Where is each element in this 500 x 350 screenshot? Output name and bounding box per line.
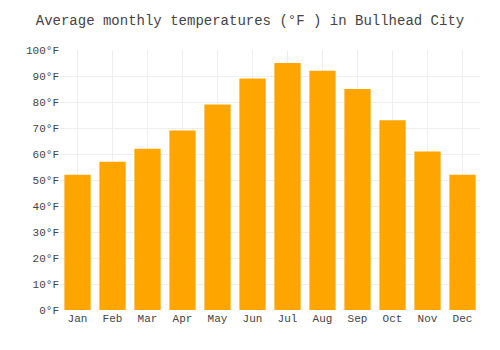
svg-text:Mar: Mar xyxy=(138,313,158,325)
svg-text:40°F: 40°F xyxy=(33,201,59,213)
svg-text:Jul: Jul xyxy=(278,313,298,325)
svg-text:30°F: 30°F xyxy=(33,227,59,239)
svg-text:Apr: Apr xyxy=(173,313,193,325)
svg-text:50°F: 50°F xyxy=(33,175,59,187)
svg-text:0°F: 0°F xyxy=(39,305,59,317)
svg-text:80°F: 80°F xyxy=(33,97,59,109)
svg-text:Nov: Nov xyxy=(418,313,438,325)
svg-text:Average monthly temperatures (: Average monthly temperatures (°F ) in Bu… xyxy=(36,13,464,29)
svg-text:Feb: Feb xyxy=(103,313,123,325)
svg-text:May: May xyxy=(208,313,228,325)
svg-text:Jan: Jan xyxy=(68,313,88,325)
svg-text:Dec: Dec xyxy=(453,313,473,325)
svg-text:Jun: Jun xyxy=(243,313,263,325)
svg-text:60°F: 60°F xyxy=(33,149,59,161)
svg-text:Aug: Aug xyxy=(313,313,333,325)
svg-text:Oct: Oct xyxy=(383,313,403,325)
svg-text:70°F: 70°F xyxy=(33,123,59,135)
svg-text:10°F: 10°F xyxy=(33,279,59,291)
svg-text:100°F: 100°F xyxy=(26,45,59,57)
svg-text:Sep: Sep xyxy=(348,313,368,325)
svg-text:90°F: 90°F xyxy=(33,71,59,83)
svg-text:20°F: 20°F xyxy=(33,253,59,265)
